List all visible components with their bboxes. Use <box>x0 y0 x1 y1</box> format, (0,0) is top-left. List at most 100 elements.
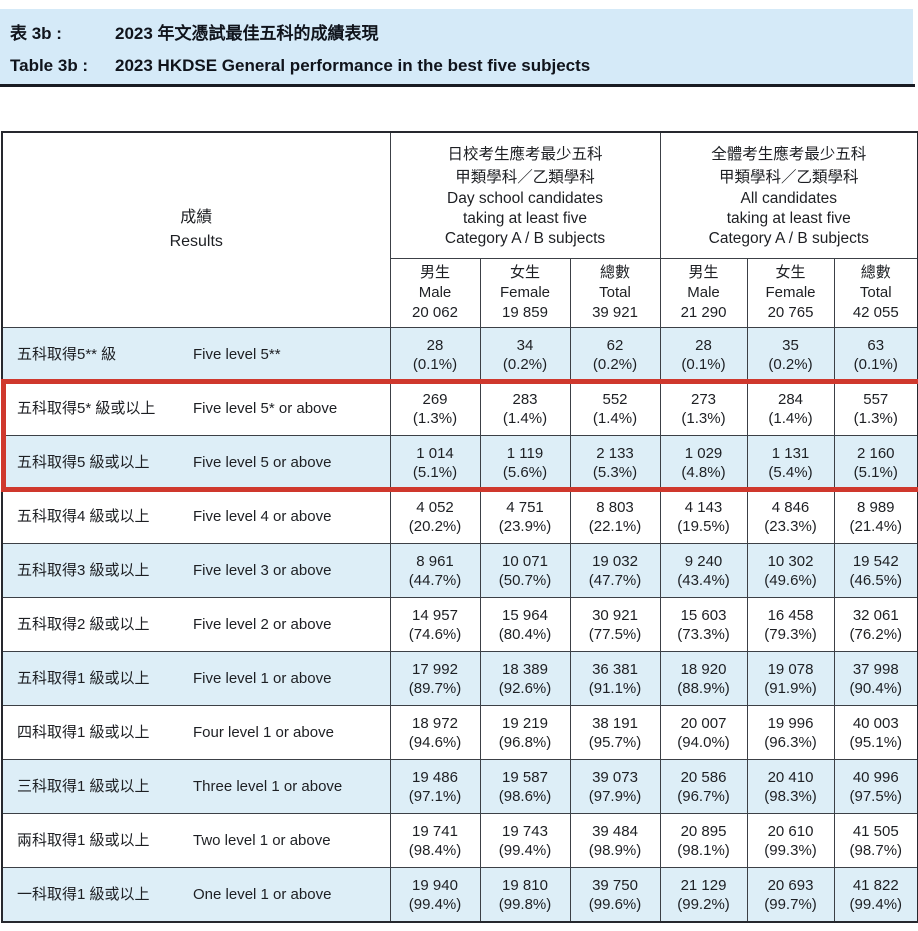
data-cell: 20 693 (99.7%) <box>746 867 835 923</box>
row-label-cell: 五科取得5* 級或以上 Five level 5* or above <box>1 381 391 436</box>
row-label-zh: 一科取得1 級或以上 <box>17 886 150 903</box>
data-cell: 2 160 (5.1%) <box>833 435 918 490</box>
cell-count: 552 <box>602 390 628 408</box>
data-cell: 19 219 (96.8%) <box>479 705 571 760</box>
column-label-zh: 男生 <box>688 264 719 281</box>
table-row-3: 五科取得5 級或以上 Five level 5 or above 1 014 (5.1… <box>1 435 918 490</box>
data-cell: 20 007 (94.0%) <box>659 705 748 760</box>
column-candidate-count: 21 290 <box>680 304 727 321</box>
cell-count: 8 989 <box>856 498 895 516</box>
cell-percent: (80.4%) <box>498 625 552 643</box>
cell-percent: (50.7%) <box>498 571 552 589</box>
cell-percent: (0.2%) <box>592 355 638 373</box>
row-label-zh: 四科取得1 級或以上 <box>17 724 150 741</box>
cell-percent: (99.4%) <box>849 895 903 913</box>
data-cell: 20 586 (96.7%) <box>659 759 748 814</box>
data-cell: 35 (0.2%) <box>746 327 835 382</box>
row-label-cell: 五科取得5 級或以上 Five level 5 or above <box>1 435 391 490</box>
row-label-cell: 五科取得3 級或以上 Five level 3 or above <box>1 543 391 598</box>
cell-count: 16 458 <box>767 606 814 624</box>
cell-percent: (98.6%) <box>498 787 552 805</box>
cell-count: 8 803 <box>596 498 634 516</box>
column-label-zh: 總數 <box>860 264 891 281</box>
table-row-10: 兩科取得1 級或以上 Two level 1 or above 19 741 (98.… <box>1 813 918 868</box>
cell-percent: (99.2%) <box>677 895 730 913</box>
cell-count: 1 029 <box>684 444 723 462</box>
column-candidate-count: 39 921 <box>592 304 638 321</box>
cell-count: 19 587 <box>502 768 548 786</box>
table-row-4: 五科取得4 級或以上 Five level 4 or above 4 052 (20.… <box>1 489 918 544</box>
table-title-en: 2023 HKDSE General performance in the be… <box>115 56 591 75</box>
row-label-cell: 五科取得5** 級 Five level 5** <box>1 327 391 382</box>
data-cell: 19 743 (99.4%) <box>479 813 571 868</box>
cell-percent: (0.1%) <box>853 355 898 373</box>
cell-percent: (94.6%) <box>408 733 462 751</box>
data-cell: 41 822 (99.4%) <box>833 867 918 923</box>
column-label-en: Male <box>418 284 452 301</box>
data-cell: 552 (1.4%) <box>569 381 661 436</box>
data-cell: 4 052 (20.2%) <box>389 489 481 544</box>
row-label-cell: 一科取得1 級或以上 One level 1 or above <box>1 867 391 923</box>
data-cell: 269 (1.3%) <box>389 381 481 436</box>
table-row-7: 五科取得1 級或以上 Five level 1 or above 17 992 (89… <box>1 651 918 706</box>
cell-percent: (98.3%) <box>764 787 817 805</box>
cell-percent: (99.3%) <box>764 841 817 859</box>
cell-count: 20 586 <box>680 768 727 786</box>
row-label-zh: 五科取得5* 級或以上 <box>17 400 156 417</box>
cell-count: 19 486 <box>412 768 458 786</box>
cell-percent: (98.4%) <box>408 841 462 859</box>
cell-count: 19 741 <box>412 822 458 840</box>
column-header-all-male: 男生 Male 21 290 <box>659 258 748 328</box>
cell-count: 269 <box>422 390 448 408</box>
cell-count: 4 143 <box>684 498 723 516</box>
data-cell: 19 741 (98.4%) <box>389 813 481 868</box>
row-label-zh: 五科取得5** 級 <box>17 346 117 363</box>
cell-count: 8 961 <box>416 552 454 570</box>
table-row-8: 四科取得1 級或以上 Four level 1 or above 18 972 (94… <box>1 705 918 760</box>
cell-count: 557 <box>863 390 889 408</box>
cell-percent: (97.5%) <box>849 787 903 805</box>
data-cell: 30 921 (77.5%) <box>569 597 661 652</box>
cell-count: 35 <box>782 336 799 354</box>
cell-count: 9 240 <box>684 552 723 570</box>
data-cell: 41 505 (98.7%) <box>833 813 918 868</box>
cell-count: 36 381 <box>592 660 638 678</box>
group-all-en-2: taking at least five <box>726 209 851 227</box>
data-cell: 20 410 (98.3%) <box>746 759 835 814</box>
group-day-en-2: taking at least five <box>462 209 588 227</box>
cell-count: 41 822 <box>852 876 899 894</box>
table-row-11: 一科取得1 級或以上 One level 1 or above 19 940 (99.… <box>1 867 918 923</box>
data-cell: 16 458 (79.3%) <box>746 597 835 652</box>
data-cell: 284 (1.4%) <box>746 381 835 436</box>
group-header-all-candidates: 全體考生應考最少五科 甲類學科／乙類學科 All candidates taki… <box>659 131 918 259</box>
cell-percent: (88.9%) <box>677 679 730 697</box>
row-label-zh: 五科取得2 級或以上 <box>17 616 150 633</box>
cell-count: 62 <box>606 336 624 354</box>
data-cell: 40 996 (97.5%) <box>833 759 918 814</box>
row-label-zh: 五科取得4 級或以上 <box>17 508 150 525</box>
title-row-chinese: 表 3b : 2023 年文憑試最佳五科的成績表現 <box>0 19 913 44</box>
cell-count: 20 007 <box>680 714 727 732</box>
results-header-en: Results <box>169 233 223 250</box>
column-candidate-count: 42 055 <box>852 304 899 321</box>
column-header-all-female: 女生 Female 20 765 <box>746 258 835 328</box>
cell-count: 4 751 <box>506 498 544 516</box>
cell-percent: (99.7%) <box>764 895 817 913</box>
cell-count: 19 542 <box>852 552 899 570</box>
row-label-cell: 四科取得1 級或以上 Four level 1 or above <box>1 705 391 760</box>
cell-count: 14 957 <box>412 606 458 624</box>
column-candidate-count: 20 765 <box>767 304 814 321</box>
cell-percent: (0.2%) <box>502 355 548 373</box>
row-label-zh: 兩科取得1 級或以上 <box>17 832 150 849</box>
cell-percent: (19.5%) <box>677 517 730 535</box>
data-cell: 19 542 (46.5%) <box>833 543 918 598</box>
cell-percent: (5.1%) <box>412 463 458 481</box>
cell-count: 2 160 <box>856 444 895 462</box>
cell-count: 19 996 <box>767 714 814 732</box>
cell-count: 21 129 <box>680 876 727 894</box>
data-cell: 1 014 (5.1%) <box>389 435 481 490</box>
cell-count: 19 940 <box>412 876 458 894</box>
data-cell: 19 996 (96.3%) <box>746 705 835 760</box>
column-label-zh: 總數 <box>600 264 631 281</box>
cell-percent: (74.6%) <box>408 625 462 643</box>
